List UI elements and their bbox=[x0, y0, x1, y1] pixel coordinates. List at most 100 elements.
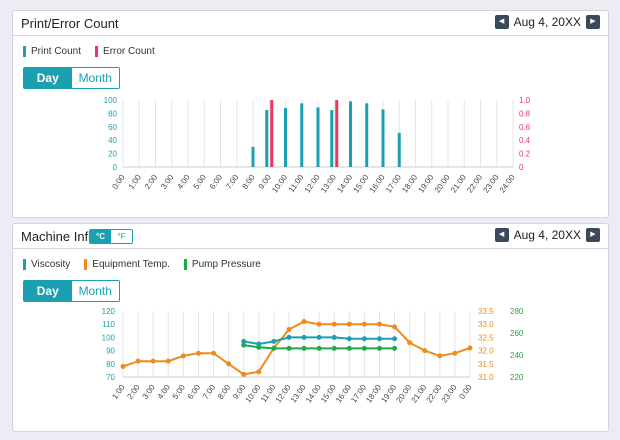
y-left-tick-label: 70 bbox=[106, 373, 115, 382]
legend-print-count[interactable]: Print Count bbox=[23, 46, 81, 57]
equipment-temp-point bbox=[407, 340, 413, 346]
legend-swatch bbox=[84, 259, 88, 270]
triangle-left-icon: ◀ bbox=[498, 18, 505, 25]
prev-date-button[interactable]: ◀ bbox=[494, 228, 509, 242]
legend-label: Error Count bbox=[103, 46, 155, 57]
pump-pressure-point bbox=[346, 345, 352, 351]
fahrenheit-option[interactable]: °F bbox=[111, 230, 132, 243]
x-tick-label: 21:00 bbox=[449, 173, 468, 195]
print-count-bar bbox=[300, 103, 304, 167]
equipment-temp-point bbox=[452, 350, 458, 356]
viscosity-point bbox=[286, 334, 292, 340]
x-tick-label: 6:00 bbox=[208, 173, 225, 191]
equipment-temp-point bbox=[301, 319, 307, 325]
day-tab[interactable]: Day bbox=[24, 281, 72, 301]
print-count-bar bbox=[265, 110, 269, 167]
x-tick-label: 7:00 bbox=[224, 173, 241, 191]
y-left-tick-label: 110 bbox=[102, 320, 115, 329]
pump-pressure-point bbox=[301, 345, 307, 351]
viscosity-point bbox=[271, 338, 277, 344]
day-tab[interactable]: Day bbox=[24, 68, 72, 88]
y-left-tick-label: 120 bbox=[102, 307, 116, 316]
pump-pressure-point bbox=[271, 345, 277, 351]
y-left-tick-label: 80 bbox=[108, 109, 117, 118]
error-count-bar bbox=[335, 100, 339, 167]
equipment-temp-point bbox=[241, 371, 247, 377]
temperature-unit-toggle: °C °F bbox=[89, 229, 133, 244]
equipment-temp-point bbox=[467, 345, 473, 351]
print-count-bar bbox=[349, 101, 352, 167]
x-tick-label: 23:00 bbox=[482, 173, 501, 195]
triangle-right-icon: ▶ bbox=[590, 231, 596, 238]
celsius-option[interactable]: °C bbox=[90, 230, 111, 243]
viscosity-point bbox=[316, 334, 322, 340]
chart-legend: Viscosity Equipment Temp. Pump Pressure bbox=[23, 259, 275, 270]
legend-error-count[interactable]: Error Count bbox=[95, 46, 155, 57]
y-right-tick-label: 0.6 bbox=[519, 123, 531, 132]
date-label: Aug 4, 20XX bbox=[513, 228, 581, 242]
equipment-temp-point bbox=[422, 348, 428, 354]
y-left-tick-label: 20 bbox=[108, 150, 117, 159]
x-tick-label: 10:00 bbox=[270, 173, 289, 195]
legend-label: Print Count bbox=[31, 46, 82, 57]
x-tick-label: 16:00 bbox=[368, 173, 387, 195]
x-tick-label: 13:00 bbox=[319, 173, 338, 195]
y-right-tick-label: 0.8 bbox=[519, 109, 531, 118]
pump-pressure-point bbox=[241, 342, 247, 348]
equipment-temp-point bbox=[120, 363, 126, 369]
equipment-temp-point bbox=[286, 326, 292, 332]
x-tick-label: 3:00 bbox=[141, 383, 158, 401]
x-tick-label: 12:00 bbox=[303, 173, 322, 195]
legend-viscosity[interactable]: Viscosity bbox=[23, 259, 70, 270]
pump-pressure-point bbox=[392, 345, 398, 351]
legend-pump-pressure[interactable]: Pump Pressure bbox=[183, 259, 261, 270]
date-navigator: ◀ Aug 4, 20XX ▶ bbox=[494, 14, 600, 30]
legend-equipment-temp[interactable]: Equipment Temp. bbox=[84, 259, 170, 270]
next-date-button[interactable]: ▶ bbox=[586, 228, 600, 242]
legend-label: Equipment Temp. bbox=[92, 259, 170, 270]
viscosity-point bbox=[331, 334, 337, 340]
y-right-tick-label: 220 bbox=[510, 373, 524, 382]
y-left-tick-label: 90 bbox=[106, 347, 115, 356]
y-right-tick-label: 0.2 bbox=[519, 150, 531, 159]
x-tick-label: 17:00 bbox=[384, 173, 403, 195]
x-tick-label: 23:00 bbox=[440, 383, 459, 405]
x-tick-label: 8:00 bbox=[216, 383, 233, 401]
x-tick-label: 6:00 bbox=[186, 383, 203, 401]
x-tick-label: 2:00 bbox=[125, 383, 142, 401]
viscosity-point bbox=[241, 338, 247, 344]
legend-swatch bbox=[23, 259, 26, 270]
equipment-temp-point bbox=[226, 361, 232, 367]
x-tick-label: 0:00 bbox=[110, 173, 127, 191]
panel-title: Machine Info bbox=[21, 229, 96, 244]
x-tick-label: 22:00 bbox=[465, 173, 484, 195]
print-count-bar bbox=[251, 146, 255, 167]
pump-pressure-point bbox=[316, 345, 322, 351]
month-tab[interactable]: Month bbox=[71, 68, 119, 88]
equipment-temp-point bbox=[256, 369, 262, 375]
x-tick-label: 24:00 bbox=[498, 173, 517, 195]
print-error-panel: Print/Error Count ◀ Aug 4, 20XX ▶ Print … bbox=[12, 10, 609, 218]
y-right-tick-label: 1.0 bbox=[519, 96, 531, 105]
y-mid-tick-label: 32.5 bbox=[478, 333, 494, 342]
legend-label: Pump Pressure bbox=[191, 259, 261, 270]
y-mid-tick-label: 33.5 bbox=[478, 307, 494, 316]
legend-swatch bbox=[95, 46, 99, 57]
next-date-button[interactable]: ▶ bbox=[586, 15, 600, 29]
y-mid-tick-label: 32.0 bbox=[478, 347, 494, 356]
x-tick-label: 0:00 bbox=[457, 383, 474, 401]
prev-date-button[interactable]: ◀ bbox=[494, 15, 509, 29]
panel-title: Print/Error Count bbox=[21, 16, 119, 31]
print-count-bar bbox=[330, 110, 334, 167]
viscosity-point bbox=[376, 336, 382, 342]
pump-pressure-point bbox=[331, 345, 337, 351]
equipment-temp-point bbox=[165, 358, 171, 364]
pump-pressure-point bbox=[286, 345, 292, 351]
x-tick-label: 14:00 bbox=[335, 173, 354, 195]
equipment-temp-point bbox=[361, 321, 367, 327]
print-error-header: Print/Error Count ◀ Aug 4, 20XX ▶ bbox=[13, 11, 608, 36]
x-tick-label: 11:00 bbox=[287, 173, 306, 195]
month-tab[interactable]: Month bbox=[71, 281, 119, 301]
y-left-tick-label: 40 bbox=[108, 136, 117, 145]
